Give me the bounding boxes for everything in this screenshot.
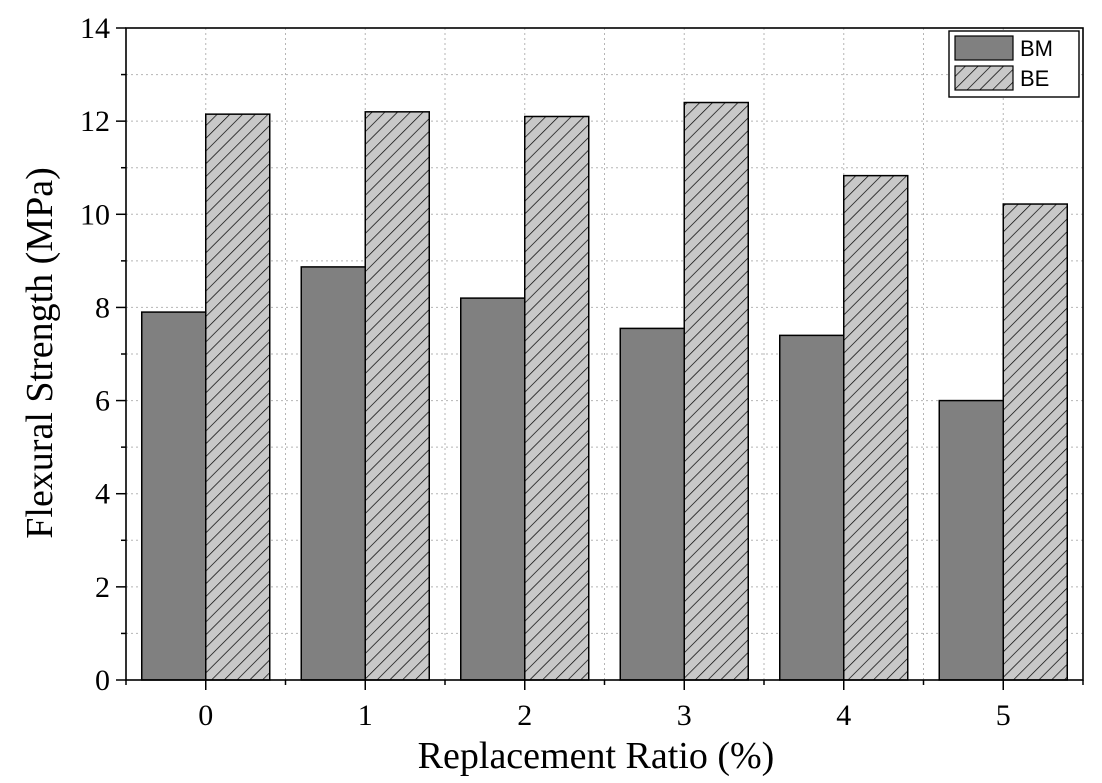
x-tick-label: 5: [996, 699, 1011, 732]
y-tick-label: 12: [80, 105, 110, 138]
bar-be-3: [683, 101, 749, 681]
legend-label-be: BE: [1020, 66, 1049, 91]
y-tick-label: 4: [95, 478, 110, 511]
x-tick-label: 3: [677, 699, 692, 732]
x-tick-label: 4: [836, 699, 851, 732]
legend: BM BE: [948, 30, 1080, 98]
bar-bm-1: [300, 266, 366, 681]
bar-bm-4: [779, 334, 845, 681]
bar-be-2: [524, 115, 590, 681]
y-tick-label: 0: [95, 664, 110, 697]
y-tick-label: 2: [95, 571, 110, 604]
y-tick-label: 8: [95, 291, 110, 324]
x-tick-label: 1: [358, 699, 373, 732]
bar-be-5: [1002, 203, 1068, 681]
bar-bm-2: [460, 297, 526, 681]
x-tick-label: 2: [517, 699, 532, 732]
bar-bm-0: [141, 311, 207, 681]
y-tick-label: 6: [95, 385, 110, 418]
bar-bm-5: [938, 399, 1004, 681]
bars: [141, 101, 1068, 681]
x-tick-label: 0: [198, 699, 213, 732]
legend-swatch-be: [954, 65, 1014, 91]
legend-swatch-bm: [954, 35, 1014, 61]
bar-bm-3: [619, 327, 685, 681]
y-tick-label: 10: [80, 198, 110, 231]
bar-be-1: [364, 111, 430, 681]
axes: [116, 27, 1084, 690]
legend-label-bm: BM: [1020, 36, 1053, 61]
bar-be-4: [843, 174, 909, 681]
x-axis-title: Replacement Ratio (%): [418, 735, 775, 777]
y-tick-label: 14: [80, 12, 110, 45]
y-axis-title: Flexural Strength (MPa): [19, 167, 61, 539]
bar-be-0: [205, 113, 271, 681]
